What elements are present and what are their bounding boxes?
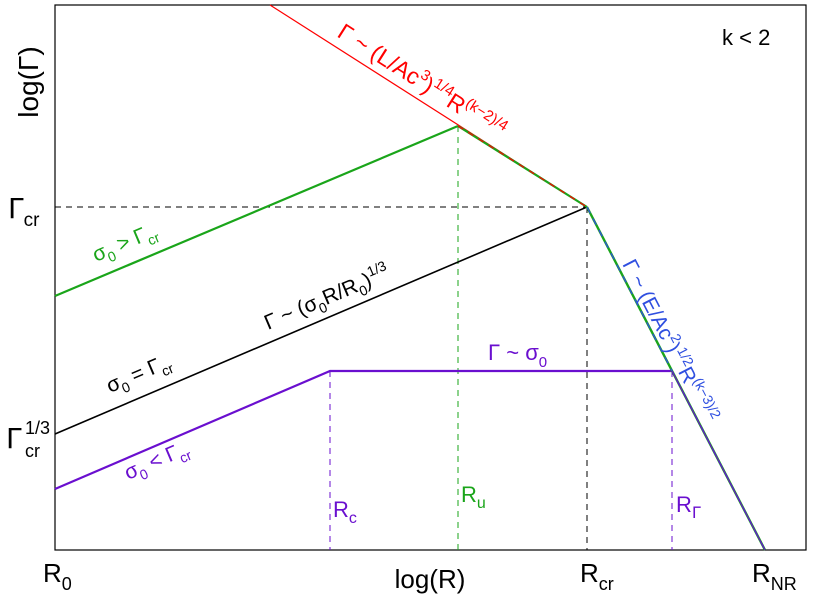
x-tick-rcr: Rcr — [580, 558, 614, 594]
purple-path — [54, 369, 672, 491]
red-overlay-segment — [457, 125, 588, 208]
sigma-gt-label: σ0 > Γcr — [89, 219, 162, 270]
sigma-eq-label: σ0 = Γcr — [103, 350, 176, 402]
y-axis-title: log(Γ) — [13, 46, 44, 117]
purple-steep-segment — [671, 370, 766, 551]
saturation-label: Γ ~ σ0 — [488, 340, 547, 371]
x-tick-rnr: RNR — [752, 558, 797, 594]
y-tick-gamma-cr: Γcr — [8, 192, 40, 231]
blue-coasting-annotation: Γ ~ (E/Ac2)1/2R(k−3)/2 — [618, 254, 725, 427]
regime-label: k < 2 — [722, 25, 770, 50]
red-coasting-annotation: Γ ~ (L/Ac3)1/4R(k−2)/4 — [333, 17, 511, 144]
ru-label: Ru — [461, 482, 486, 512]
x-tick-r0: R0 — [43, 558, 72, 594]
rgamma-label: RΓ — [676, 492, 701, 522]
green-acceleration-line — [54, 124, 459, 298]
rc-label: Rc — [333, 497, 357, 527]
y-tick-gamma-cr-third: Γ 1/3 cr — [6, 418, 50, 461]
x-axis-title: log(R) — [395, 564, 466, 594]
black-acceleration-line — [54, 206, 588, 435]
plot-frame — [54, 4, 807, 551]
